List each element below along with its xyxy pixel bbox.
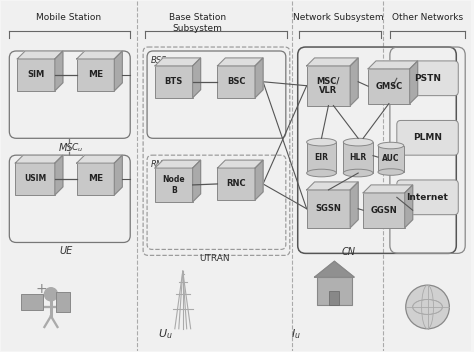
Polygon shape — [307, 182, 358, 190]
Circle shape — [406, 285, 449, 329]
Text: ME: ME — [88, 175, 103, 183]
Polygon shape — [114, 51, 122, 91]
Text: $I_u$: $I_u$ — [291, 327, 301, 341]
Polygon shape — [77, 155, 122, 163]
Text: BSC: BSC — [227, 77, 246, 86]
Text: RNS: RNS — [151, 160, 169, 169]
Bar — [155, 168, 192, 202]
Text: SIM: SIM — [27, 70, 45, 79]
Text: HLR: HLR — [349, 153, 367, 162]
Text: Node
B: Node B — [163, 175, 185, 195]
Text: GGSN: GGSN — [371, 206, 397, 215]
Bar — [307, 66, 350, 106]
Ellipse shape — [343, 169, 373, 177]
Polygon shape — [218, 58, 263, 66]
Text: GMSC: GMSC — [375, 82, 402, 91]
Polygon shape — [405, 185, 413, 228]
Bar — [307, 142, 337, 173]
Text: $U_u$: $U_u$ — [157, 327, 172, 341]
Bar — [218, 66, 255, 98]
Polygon shape — [15, 155, 63, 163]
Polygon shape — [350, 182, 358, 228]
Polygon shape — [114, 155, 122, 195]
Bar — [317, 277, 352, 305]
Polygon shape — [218, 160, 263, 168]
Polygon shape — [363, 185, 413, 193]
Text: SGSN: SGSN — [316, 204, 341, 213]
Polygon shape — [77, 51, 122, 59]
Polygon shape — [155, 160, 201, 168]
Polygon shape — [155, 58, 201, 66]
Text: PSTN: PSTN — [414, 74, 441, 83]
FancyBboxPatch shape — [397, 61, 458, 96]
Ellipse shape — [378, 142, 404, 149]
Text: BTS: BTS — [164, 77, 183, 86]
Polygon shape — [410, 61, 418, 103]
Text: UE: UE — [59, 246, 73, 257]
Bar — [368, 69, 410, 103]
Text: $C_u$: $C_u$ — [71, 142, 83, 155]
Ellipse shape — [307, 169, 337, 177]
Text: Base Station
Subsystem: Base Station Subsystem — [169, 13, 226, 33]
FancyBboxPatch shape — [397, 180, 458, 215]
Polygon shape — [315, 261, 354, 277]
Bar — [15, 163, 55, 195]
Bar — [378, 145, 404, 172]
Polygon shape — [17, 51, 63, 59]
Polygon shape — [255, 58, 263, 98]
Text: RNC: RNC — [227, 180, 246, 188]
Circle shape — [45, 288, 57, 301]
Text: EIR: EIR — [315, 153, 328, 162]
Text: Mobile Station: Mobile Station — [36, 13, 101, 22]
Text: UTRAN: UTRAN — [199, 254, 230, 263]
FancyBboxPatch shape — [397, 120, 458, 155]
Text: ME: ME — [88, 70, 103, 79]
Ellipse shape — [378, 169, 404, 175]
Bar — [307, 190, 350, 228]
Bar — [77, 59, 114, 91]
Polygon shape — [55, 51, 63, 91]
Ellipse shape — [307, 138, 337, 146]
Polygon shape — [55, 155, 63, 195]
Text: Other Networks: Other Networks — [392, 13, 463, 22]
Polygon shape — [307, 58, 358, 66]
Text: USIM: USIM — [24, 175, 46, 183]
Ellipse shape — [343, 138, 373, 146]
Bar — [77, 163, 114, 195]
Polygon shape — [368, 61, 418, 69]
Text: AUC: AUC — [382, 154, 400, 163]
Bar — [155, 66, 192, 98]
Bar — [329, 291, 339, 305]
Text: PLMN: PLMN — [413, 133, 442, 142]
Text: CN: CN — [341, 247, 355, 257]
Text: Network Subsystem: Network Subsystem — [293, 13, 383, 22]
Bar — [56, 292, 70, 312]
Polygon shape — [192, 160, 201, 202]
Bar — [21, 294, 43, 310]
Text: MSC/
VLR: MSC/ VLR — [317, 76, 340, 95]
Bar — [343, 142, 373, 173]
Bar — [218, 168, 255, 200]
Text: MS: MS — [58, 143, 73, 153]
Polygon shape — [255, 160, 263, 200]
Text: Internet: Internet — [407, 193, 448, 202]
Bar — [17, 59, 55, 91]
Polygon shape — [350, 58, 358, 106]
Polygon shape — [192, 58, 201, 98]
Text: +: + — [35, 282, 47, 296]
Bar — [363, 193, 405, 228]
Text: BSS: BSS — [151, 56, 167, 65]
